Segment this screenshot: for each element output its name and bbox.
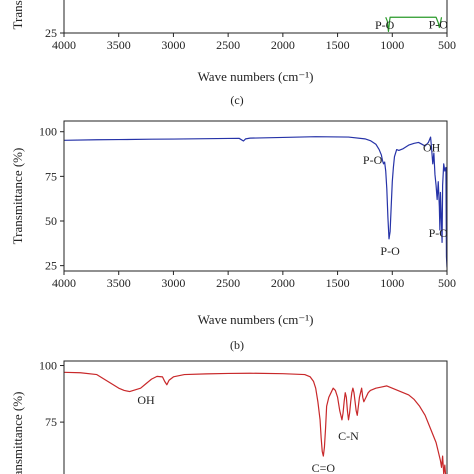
- spectrum-line: [385, 16, 443, 33]
- y-tick-label: 25: [45, 259, 57, 273]
- y-axis-label: Transe: [10, 0, 25, 29]
- y-tick-label: 50: [45, 472, 57, 474]
- y-axis-label: Transmittance (%): [10, 148, 25, 245]
- y-tick-label: 25: [45, 26, 57, 40]
- x-tick-label: 1500: [326, 38, 350, 52]
- y-tick-label: 75: [45, 169, 57, 183]
- peak-annotation: C-N: [338, 429, 359, 443]
- x-tick-label: 3500: [107, 276, 131, 290]
- x-tick-label: 3500: [107, 38, 131, 52]
- spectrum-line: [64, 136, 447, 268]
- plot-frame: [63, 120, 448, 272]
- x-tick-label: 3000: [161, 38, 185, 52]
- x-tick-label: 2000: [271, 38, 295, 52]
- spectrum-line: [64, 371, 447, 474]
- y-axis-label: ansmittance (%): [10, 392, 25, 474]
- x-tick-label: 500: [438, 38, 456, 52]
- x-tick-label: 2500: [216, 276, 240, 290]
- plot-frame: [63, 0, 448, 34]
- x-axis-label: Wave numbers (cm⁻¹): [198, 69, 314, 84]
- x-tick-label: 4000: [52, 38, 76, 52]
- x-axis-label: Wave numbers (cm⁻¹): [198, 312, 314, 327]
- y-tick-label: 75: [45, 415, 57, 429]
- x-tick-label: 1000: [380, 276, 404, 290]
- x-tick-label: 1000: [380, 38, 404, 52]
- x-tick-label: 3000: [161, 276, 185, 290]
- peak-annotation: P-O: [429, 17, 449, 31]
- y-tick-label: 50: [45, 214, 57, 228]
- peak-annotation: P-O: [380, 244, 400, 258]
- peak-annotation: C=O: [312, 461, 336, 474]
- peak-annotation: OH: [423, 140, 441, 154]
- x-tick-label: 2000: [271, 276, 295, 290]
- chart-panel-1: 4000 3500 3000 2500 2000 1500 1000 500 25 Wave nu…: [10, 0, 456, 107]
- y-tick-label: 100: [39, 359, 57, 373]
- peak-annotation: P-O: [363, 153, 383, 167]
- panel-label: (b): [230, 338, 244, 352]
- x-tick-label: 4000: [52, 276, 76, 290]
- x-tick-label: 500: [438, 276, 456, 290]
- plot-frame: [63, 360, 448, 474]
- chart-panel-3: 100 75 50 ansmittance (%) OH C-N C=O: [10, 359, 448, 474]
- x-tick-label: 1500: [326, 276, 350, 290]
- y-tick-label: 100: [39, 125, 57, 139]
- peak-annotation: OH: [137, 393, 155, 407]
- peak-annotation: P-O: [429, 226, 449, 240]
- x-tick-label: 2500: [216, 38, 240, 52]
- chart-panel-2: 4000 3500 3000 2500 2000 1500 1000 500 100 75 50 25…: [10, 120, 456, 352]
- panel-label: (c): [230, 93, 243, 107]
- peak-annotation: P-O: [375, 18, 395, 32]
